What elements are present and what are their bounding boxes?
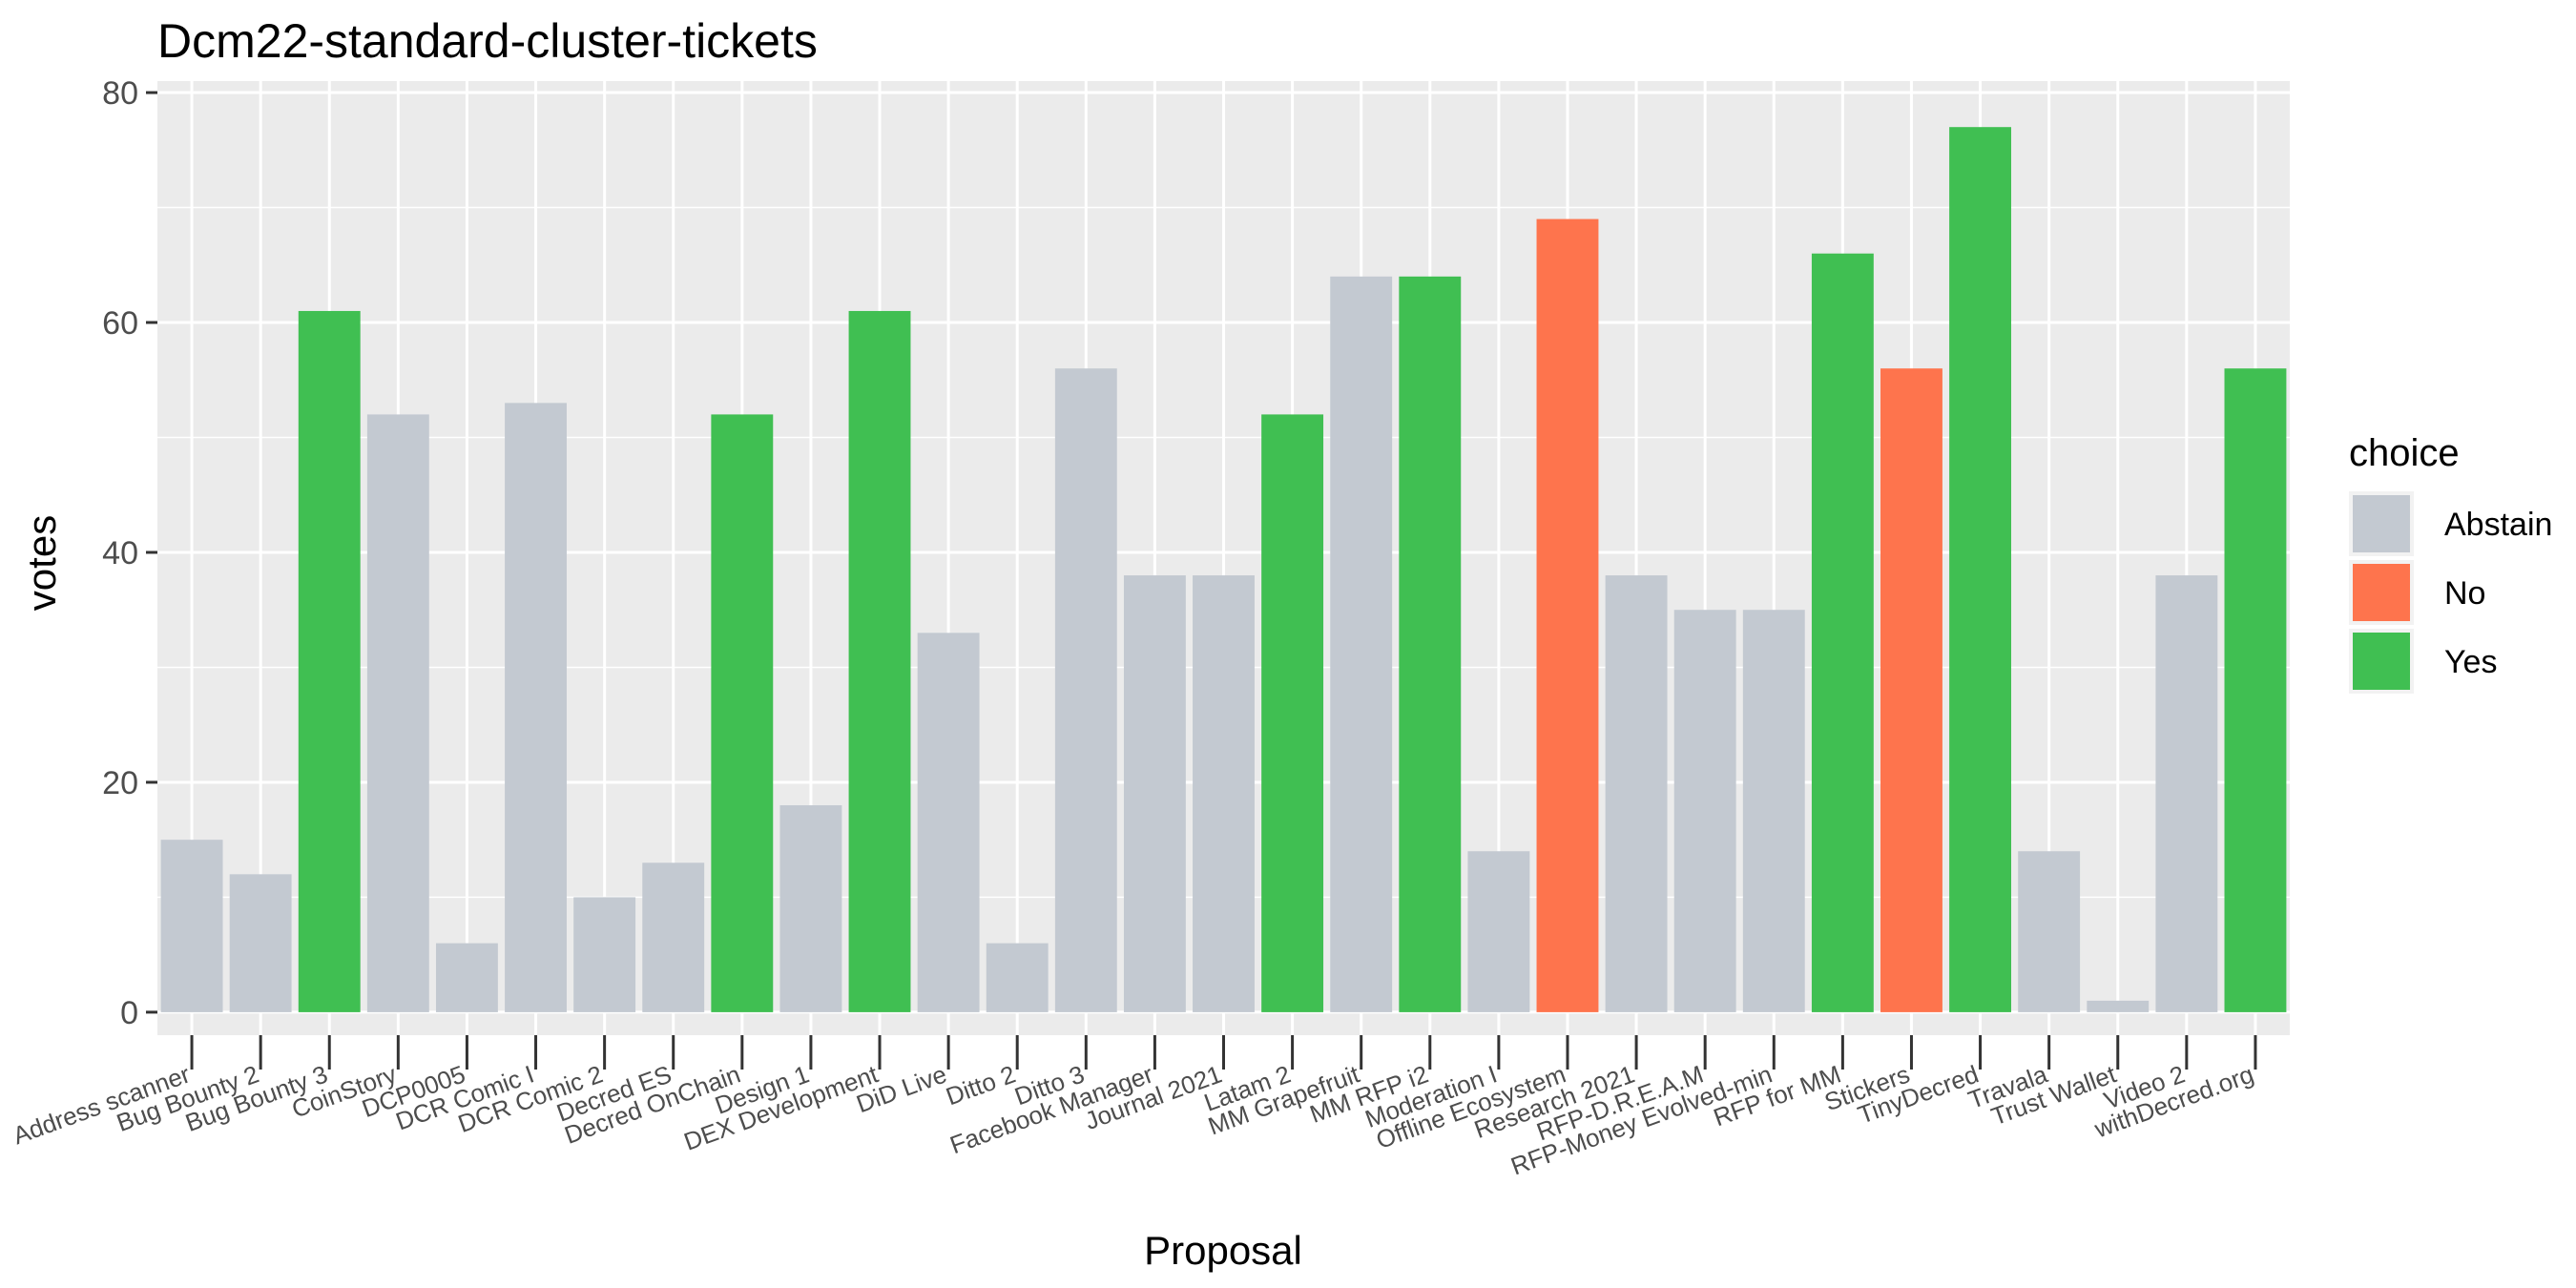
bar bbox=[642, 862, 705, 1012]
legend-label: Yes bbox=[2444, 644, 2497, 680]
bar bbox=[2155, 575, 2218, 1012]
legend: choice Abstain No Yes bbox=[2349, 432, 2552, 694]
bar bbox=[435, 943, 498, 1012]
bars bbox=[160, 127, 2287, 1012]
bar bbox=[1123, 575, 1186, 1012]
bar bbox=[1330, 276, 1393, 1012]
bar bbox=[1467, 851, 1530, 1012]
bar bbox=[711, 414, 774, 1012]
y-tick-label: 20 bbox=[102, 765, 138, 801]
legend-label: No bbox=[2444, 575, 2485, 612]
bar bbox=[986, 943, 1049, 1012]
bar bbox=[917, 633, 980, 1012]
bar bbox=[1536, 218, 1599, 1012]
chart-title: Dcm22-standard-cluster-tickets bbox=[157, 14, 818, 68]
bar bbox=[848, 310, 911, 1012]
bar bbox=[1399, 276, 1462, 1012]
legend-label: Abstain bbox=[2444, 507, 2552, 543]
y-axis-title: votes bbox=[19, 515, 64, 611]
bar bbox=[1193, 575, 1255, 1012]
bar bbox=[505, 403, 567, 1012]
y-tick-label: 0 bbox=[120, 995, 138, 1031]
bar bbox=[1949, 127, 2012, 1012]
bar bbox=[366, 414, 429, 1012]
bar bbox=[298, 310, 361, 1012]
bar bbox=[1261, 414, 1324, 1012]
bar bbox=[1673, 610, 1736, 1012]
y-axis: 0 20 40 60 80 bbox=[102, 75, 157, 1031]
legend-key-no bbox=[2353, 564, 2410, 621]
bar bbox=[1742, 610, 1805, 1012]
bar bbox=[2018, 851, 2081, 1012]
bar bbox=[1811, 253, 1874, 1012]
x-tick-label: Ditto 2 bbox=[942, 1059, 1019, 1111]
x-axis-title: Proposal bbox=[1144, 1228, 1302, 1273]
y-tick-label: 80 bbox=[102, 75, 138, 112]
y-tick-label: 40 bbox=[102, 535, 138, 571]
bar bbox=[1054, 368, 1117, 1012]
bar bbox=[2224, 368, 2287, 1012]
bar bbox=[573, 897, 636, 1012]
bar bbox=[1605, 575, 1668, 1012]
bar bbox=[229, 874, 292, 1012]
y-tick-label: 60 bbox=[102, 305, 138, 342]
bar bbox=[2087, 1000, 2150, 1012]
legend-key-abstain bbox=[2353, 495, 2410, 552]
legend-title: choice bbox=[2349, 432, 2460, 474]
bar bbox=[779, 805, 842, 1012]
bar bbox=[160, 840, 223, 1012]
legend-key-yes bbox=[2353, 633, 2410, 690]
bar bbox=[1880, 368, 1942, 1012]
